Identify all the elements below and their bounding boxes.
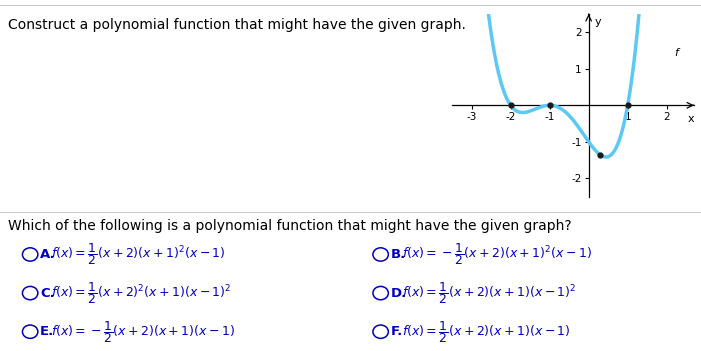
Text: $\mathit{f}(x) = -\dfrac{1}{2}(x+2)(x+1)(x-1)$: $\mathit{f}(x) = -\dfrac{1}{2}(x+2)(x+1)… <box>51 319 236 345</box>
Text: $\mathit{f}(x) = \dfrac{1}{2}(x+2)(x+1)^{2}(x-1)$: $\mathit{f}(x) = \dfrac{1}{2}(x+2)(x+1)^… <box>51 241 226 267</box>
Text: B.: B. <box>390 248 406 261</box>
Text: Which of the following is a polynomial function that might have the given graph?: Which of the following is a polynomial f… <box>8 219 572 233</box>
Text: D.: D. <box>390 286 407 300</box>
Text: E.: E. <box>40 325 54 338</box>
Text: C.: C. <box>40 286 55 300</box>
Text: $\mathit{f}(x) = -\dfrac{1}{2}(x+2)(x+1)^{2}(x-1)$: $\mathit{f}(x) = -\dfrac{1}{2}(x+2)(x+1)… <box>402 241 592 267</box>
Text: f: f <box>674 48 679 58</box>
Text: y: y <box>594 17 601 27</box>
Text: F.: F. <box>390 325 402 338</box>
Point <box>622 102 633 108</box>
Text: $\mathit{f}(x) = \dfrac{1}{2}(x+2)(x+1)(x-1)^{2}$: $\mathit{f}(x) = \dfrac{1}{2}(x+2)(x+1)(… <box>402 280 576 306</box>
Point <box>594 152 606 158</box>
Text: A.: A. <box>40 248 55 261</box>
Point <box>544 102 555 108</box>
Point <box>505 102 516 108</box>
Text: $\mathit{f}(x) = \dfrac{1}{2}(x+2)(x+1)(x-1)$: $\mathit{f}(x) = \dfrac{1}{2}(x+2)(x+1)(… <box>402 319 571 345</box>
Text: x: x <box>688 114 694 124</box>
Text: $\mathit{f}(x) = \dfrac{1}{2}(x+2)^{2}(x+1)(x-1)^{2}$: $\mathit{f}(x) = \dfrac{1}{2}(x+2)^{2}(x… <box>51 280 232 306</box>
Text: Construct a polynomial function that might have the given graph.: Construct a polynomial function that mig… <box>8 18 466 32</box>
